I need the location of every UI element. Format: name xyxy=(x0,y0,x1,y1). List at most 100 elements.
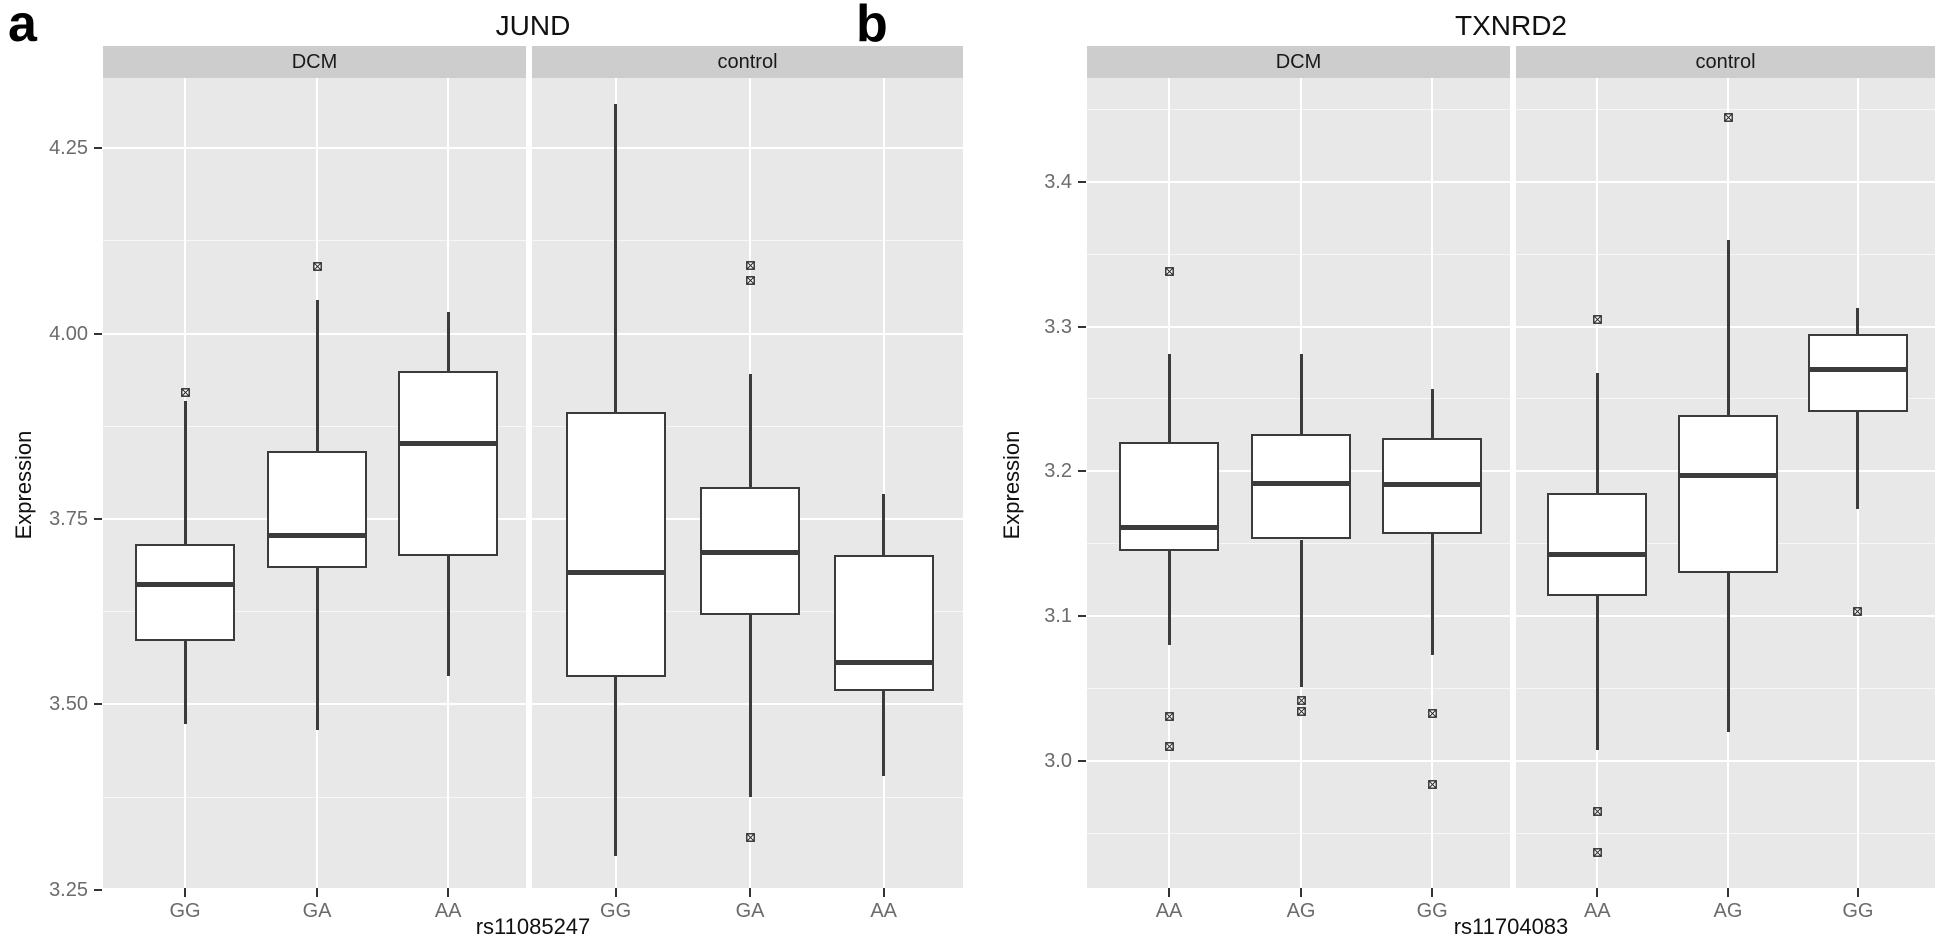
boxplot-box xyxy=(1251,433,1352,540)
outlier-point xyxy=(745,260,755,270)
y-axis-tick-label: 3.75 xyxy=(49,507,88,530)
outlier-point xyxy=(180,387,190,397)
y-axis-tick-label: 4.25 xyxy=(49,137,88,160)
gridline-minor xyxy=(103,240,526,242)
x-axis-tick-label: AA xyxy=(870,900,898,922)
gridline-major xyxy=(103,703,526,706)
boxplot-median xyxy=(833,660,934,666)
gridline-major xyxy=(532,332,963,335)
outlier-point xyxy=(1723,113,1733,123)
whisker-lower xyxy=(315,567,319,730)
gridline-minor xyxy=(1087,253,1510,255)
x-axis-tick xyxy=(749,888,752,897)
y-axis-tick-label: 3.3 xyxy=(1044,315,1072,338)
y-axis-tick xyxy=(94,517,102,520)
panel-a-letter: a xyxy=(8,0,37,53)
chart-title-jund: JUND xyxy=(495,10,571,41)
whisker-upper xyxy=(748,374,752,488)
gridline-minor xyxy=(1087,833,1510,835)
facet-strip-b-control: control xyxy=(1516,46,1935,78)
gridline-minor xyxy=(1516,688,1935,690)
chart-title-txnrd2: TXNRD2 xyxy=(1454,10,1567,41)
gridline-major xyxy=(1087,760,1510,763)
x-axis-tick xyxy=(1856,888,1859,897)
x-axis-tick xyxy=(1300,888,1303,897)
y-axis-tick xyxy=(94,147,102,150)
x-axis-tick-label: GG xyxy=(1416,900,1448,922)
outlier-point xyxy=(1296,695,1306,705)
boxplot-median xyxy=(267,532,368,538)
y-axis-tick xyxy=(94,332,102,335)
boxplot-median xyxy=(1678,473,1778,479)
y-axis-tick-label: 3.0 xyxy=(1044,750,1072,773)
gridline-major xyxy=(1087,325,1510,328)
whisker-upper xyxy=(1726,239,1730,415)
facet-strip-b-dcm: DCM xyxy=(1087,46,1510,78)
x-axis-tick-label: AG xyxy=(1713,900,1743,922)
gridline-major xyxy=(1516,615,1935,618)
facet-strip-a-dcm: DCM xyxy=(103,46,526,78)
gridline-minor xyxy=(1087,108,1510,110)
whisker-upper xyxy=(315,300,319,451)
boxplot-box xyxy=(1547,493,1648,597)
boxplot-box xyxy=(1807,333,1908,412)
gridline-major xyxy=(532,703,963,706)
whisker-upper xyxy=(1299,354,1303,434)
x-axis-tick-label: AA xyxy=(434,900,462,922)
whisker-lower xyxy=(183,641,187,724)
whisker-lower xyxy=(1856,411,1860,510)
whisker-lower xyxy=(446,556,450,677)
whisker-upper xyxy=(1167,354,1171,443)
x-axis-tick xyxy=(1727,888,1729,897)
outlier-point xyxy=(1427,708,1437,718)
outlier-point xyxy=(312,261,322,271)
gridline-major xyxy=(1516,325,1935,328)
boxplot-median xyxy=(1251,480,1352,486)
outlier-point xyxy=(745,833,755,843)
gridline-major xyxy=(1516,760,1935,763)
whisker-upper xyxy=(614,103,618,413)
whisker-lower xyxy=(1726,572,1730,733)
facet-strip-label: DCM xyxy=(1275,50,1322,73)
outlier-point xyxy=(1853,607,1863,617)
facet-strip-label: control xyxy=(717,50,778,73)
y-axis-tick-label: 3.50 xyxy=(49,693,88,716)
y-axis-tick xyxy=(1078,470,1086,473)
whisker-lower xyxy=(1167,551,1171,646)
boxplot-box xyxy=(1678,414,1778,573)
whisker-lower xyxy=(748,615,752,798)
gridline-minor xyxy=(1516,108,1935,110)
whisker-upper xyxy=(183,401,187,545)
boxplot-box xyxy=(267,450,368,568)
y-axis-title-b: Expression xyxy=(999,430,1024,540)
outlier-point xyxy=(1296,707,1306,717)
whisker-upper xyxy=(882,493,886,556)
x-axis-tick xyxy=(447,888,450,897)
whisker-lower xyxy=(1595,596,1599,750)
x-axis-tick-label: GG xyxy=(1842,900,1874,922)
gridline-major xyxy=(1087,615,1510,618)
y-axis-tick xyxy=(1078,760,1086,763)
outlier-point xyxy=(1592,314,1602,324)
y-axis-tick-label: 3.2 xyxy=(1044,460,1072,483)
x-axis-tick-label: AG xyxy=(1286,900,1316,922)
gridline-minor xyxy=(1516,253,1935,255)
gridline-minor xyxy=(103,425,526,427)
boxplot-box xyxy=(833,555,934,692)
x-axis-tick xyxy=(1596,888,1599,897)
boxplot-median xyxy=(1807,367,1908,373)
boxplot-median xyxy=(1119,525,1220,531)
outlier-point xyxy=(1592,848,1602,857)
whisker-upper xyxy=(1856,307,1860,334)
y-axis-tick-label: 3.1 xyxy=(1044,605,1072,628)
gridline-minor xyxy=(1087,398,1510,400)
x-axis-tick xyxy=(184,888,187,897)
boxplot-box xyxy=(565,412,666,677)
outlier-point xyxy=(1164,267,1174,276)
x-axis-title-b: rs11704083 xyxy=(1453,914,1569,939)
whisker-upper xyxy=(1430,388,1434,439)
y-axis-tick xyxy=(94,888,102,891)
outlier-point xyxy=(1592,807,1602,817)
x-axis-tick xyxy=(316,888,319,897)
x-axis-tick xyxy=(614,888,617,897)
